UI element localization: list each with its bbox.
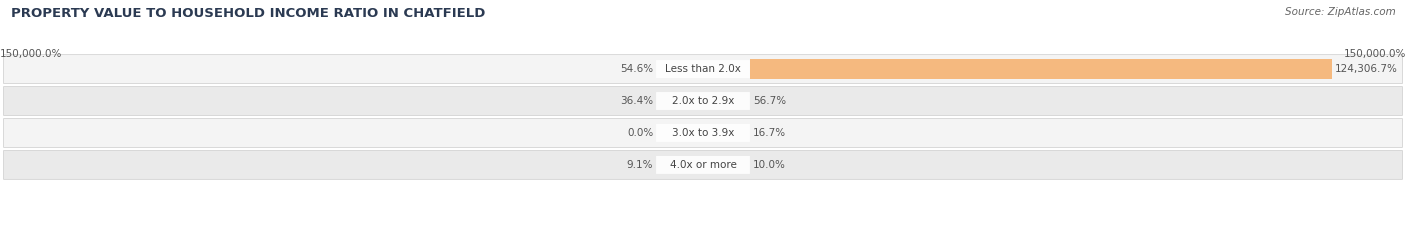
Text: 16.7%: 16.7% (752, 128, 786, 138)
Text: 2.0x to 2.9x: 2.0x to 2.9x (672, 96, 734, 106)
Bar (749, 59, 1333, 79)
Text: Source: ZipAtlas.com: Source: ZipAtlas.com (1285, 7, 1396, 17)
Text: 9.1%: 9.1% (627, 160, 654, 170)
FancyBboxPatch shape (657, 60, 749, 78)
Text: 150,000.0%: 150,000.0% (0, 49, 62, 59)
Text: PROPERTY VALUE TO HOUSEHOLD INCOME RATIO IN CHATFIELD: PROPERTY VALUE TO HOUSEHOLD INCOME RATIO… (11, 7, 485, 20)
FancyBboxPatch shape (657, 124, 749, 142)
FancyBboxPatch shape (4, 150, 1402, 179)
Text: 150,000.0%: 150,000.0% (1344, 49, 1406, 59)
Text: 54.6%: 54.6% (620, 64, 652, 74)
Text: 10.0%: 10.0% (752, 160, 786, 170)
Text: 36.4%: 36.4% (620, 96, 654, 106)
Text: 0.0%: 0.0% (627, 128, 654, 138)
Text: 3.0x to 3.9x: 3.0x to 3.9x (672, 128, 734, 138)
Text: 124,306.7%: 124,306.7% (1336, 64, 1398, 74)
Text: 56.7%: 56.7% (754, 96, 786, 106)
FancyBboxPatch shape (4, 87, 1402, 115)
FancyBboxPatch shape (4, 55, 1402, 84)
Text: 4.0x or more: 4.0x or more (669, 160, 737, 170)
Text: Less than 2.0x: Less than 2.0x (665, 64, 741, 74)
FancyBboxPatch shape (657, 156, 749, 174)
FancyBboxPatch shape (657, 92, 749, 110)
FancyBboxPatch shape (4, 119, 1402, 147)
